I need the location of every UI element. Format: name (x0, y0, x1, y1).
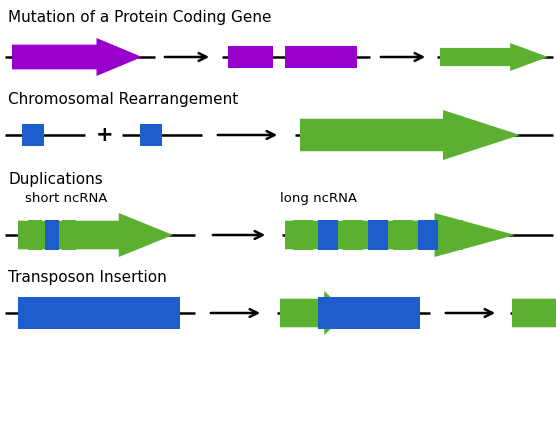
Text: Duplications: Duplications (8, 172, 103, 187)
Text: long ncRNA: long ncRNA (280, 192, 357, 205)
FancyArrow shape (440, 43, 548, 71)
Bar (293, 220, 313, 250)
FancyArrow shape (300, 110, 520, 160)
Bar (28, 220, 42, 250)
Text: +: + (96, 125, 114, 145)
Bar (368, 220, 388, 250)
Bar (393, 220, 413, 250)
Bar (228, 46, 273, 68)
Bar (22, 124, 44, 146)
Bar (18, 297, 180, 329)
FancyArrow shape (512, 291, 556, 335)
Bar (443, 220, 463, 250)
FancyArrow shape (18, 213, 173, 257)
Text: short ncRNA: short ncRNA (25, 192, 107, 205)
Bar (418, 220, 438, 250)
FancyArrow shape (12, 38, 142, 76)
Bar (343, 220, 363, 250)
Bar (45, 220, 59, 250)
Bar (62, 220, 76, 250)
Text: Mutation of a Protein Coding Gene: Mutation of a Protein Coding Gene (8, 10, 271, 25)
Bar (318, 297, 420, 329)
FancyArrow shape (285, 213, 515, 257)
FancyArrow shape (280, 291, 348, 335)
Bar (285, 46, 357, 68)
Bar (140, 124, 162, 146)
Text: Transposon Insertion: Transposon Insertion (8, 270, 167, 285)
Bar (318, 220, 338, 250)
Text: Chromosomal Rearrangement: Chromosomal Rearrangement (8, 92, 239, 107)
